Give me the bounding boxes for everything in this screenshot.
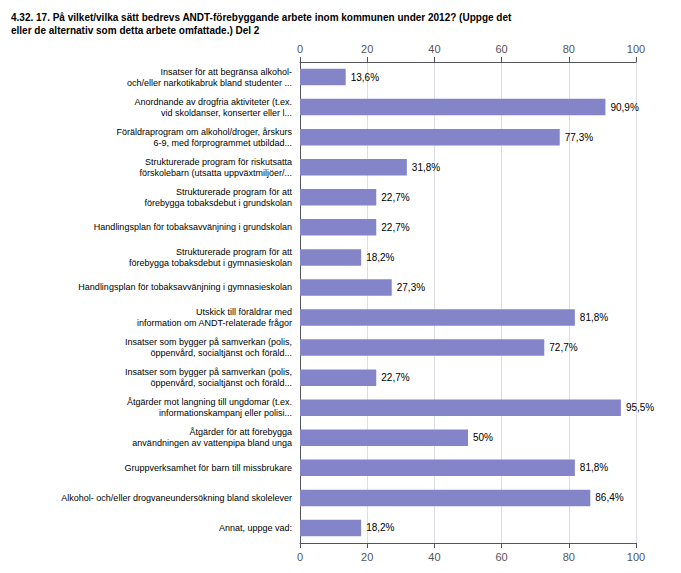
svg-text:95,5%: 95,5% bbox=[626, 402, 654, 413]
svg-text:Insatser som bygger på samverk: Insatser som bygger på samverkan (polis, bbox=[125, 337, 292, 347]
svg-text:60: 60 bbox=[495, 551, 507, 563]
svg-text:Strukturerade program för att: Strukturerade program för att bbox=[176, 247, 293, 257]
svg-text:20: 20 bbox=[361, 43, 373, 55]
svg-text:77,3%: 77,3% bbox=[565, 132, 593, 143]
svg-text:22,7%: 22,7% bbox=[381, 222, 409, 233]
svg-text:0: 0 bbox=[297, 43, 303, 55]
svg-text:Handlingsplan för tobaksavvänj: Handlingsplan för tobaksavvänjning i gru… bbox=[94, 222, 292, 232]
svg-text:vid skoldanser, konserter elle: vid skoldanser, konserter eller l... bbox=[161, 108, 292, 118]
svg-text:72,7%: 72,7% bbox=[549, 342, 577, 353]
svg-text:4.32. 17. På vilket/vilka sätt: 4.32. 17. På vilket/vilka sätt bedrevs A… bbox=[11, 12, 512, 23]
svg-text:0: 0 bbox=[297, 551, 303, 563]
svg-text:Annat, uppge vad:: Annat, uppge vad: bbox=[219, 523, 292, 533]
svg-text:förebygga tobaksdebut i gymnas: förebygga tobaksdebut i gymnasieskolan bbox=[129, 258, 292, 268]
svg-text:information om ANDT-relaterade: information om ANDT-relaterade frågor bbox=[137, 318, 292, 328]
svg-text:öppenvård, socialtjänst och fö: öppenvård, socialtjänst och föräld... bbox=[150, 348, 292, 358]
svg-text:och/eller narkotikabruk bland: och/eller narkotikabruk bland studenter … bbox=[127, 78, 292, 88]
svg-text:6-9, med förprogrammet utbilda: 6-9, med förprogrammet utbildad... bbox=[153, 138, 292, 148]
svg-text:81,8%: 81,8% bbox=[580, 312, 608, 323]
svg-text:80: 80 bbox=[563, 43, 575, 55]
svg-text:Handlingsplan för tobaksavvänj: Handlingsplan för tobaksavvänjning i gym… bbox=[78, 282, 292, 292]
svg-text:40: 40 bbox=[428, 43, 440, 55]
svg-text:användningen av vattenpipa bla: användningen av vattenpipa bland unga bbox=[132, 438, 292, 448]
svg-text:80: 80 bbox=[563, 551, 575, 563]
svg-text:förskolebarn (utsatta uppväxtm: förskolebarn (utsatta uppväxtmiljöer/... bbox=[139, 168, 292, 178]
svg-text:90,9%: 90,9% bbox=[610, 102, 638, 113]
svg-text:eller de alternativ som detta: eller de alternativ som detta arbete omf… bbox=[11, 25, 260, 36]
svg-text:50%: 50% bbox=[473, 432, 493, 443]
svg-text:18,2%: 18,2% bbox=[366, 252, 394, 263]
svg-text:20: 20 bbox=[361, 551, 373, 563]
svg-text:förebygga tobaksdebut i grunds: förebygga tobaksdebut i grundskolan bbox=[144, 198, 292, 208]
svg-text:Anordnande av drogfria aktivit: Anordnande av drogfria aktiviteter (t.ex… bbox=[134, 97, 292, 107]
svg-text:Åtgärder mot langning till ung: Åtgärder mot langning till ungdomar (t.e… bbox=[127, 397, 292, 407]
svg-text:31,8%: 31,8% bbox=[412, 162, 440, 173]
svg-text:60: 60 bbox=[495, 43, 507, 55]
svg-text:22,7%: 22,7% bbox=[381, 192, 409, 203]
svg-text:40: 40 bbox=[428, 551, 440, 563]
svg-text:27,3%: 27,3% bbox=[397, 282, 425, 293]
svg-text:100: 100 bbox=[627, 43, 645, 55]
svg-text:22,7%: 22,7% bbox=[381, 372, 409, 383]
svg-text:Gruppverksamhet för barn till: Gruppverksamhet för barn till missbrukar… bbox=[124, 463, 292, 473]
svg-text:18,2%: 18,2% bbox=[366, 522, 394, 533]
svg-text:Alkohol- och/eller drogvaneund: Alkohol- och/eller drogvaneundersökning … bbox=[61, 493, 292, 503]
svg-text:Insatser för att begränsa alko: Insatser för att begränsa alkohol- bbox=[160, 67, 292, 77]
svg-text:Strukturerade program för risk: Strukturerade program för riskutsatta bbox=[145, 157, 292, 167]
svg-text:Utskick till föräldrar med: Utskick till föräldrar med bbox=[196, 307, 292, 317]
svg-text:13,6%: 13,6% bbox=[351, 72, 379, 83]
svg-text:81,8%: 81,8% bbox=[580, 462, 608, 473]
svg-text:Åtgärder för att förebygga: Åtgärder för att förebygga bbox=[189, 427, 292, 437]
svg-text:informationskampanj eller poli: informationskampanj eller polisi... bbox=[159, 408, 292, 418]
svg-text:Insatser som bygger på samverk: Insatser som bygger på samverkan (polis, bbox=[125, 367, 292, 377]
svg-text:100: 100 bbox=[627, 551, 645, 563]
svg-text:Föräldraprogram om alkohol/dro: Föräldraprogram om alkohol/droger, årsku… bbox=[116, 127, 292, 137]
svg-text:öppenvård, socialtjänst och fö: öppenvård, socialtjänst och föräld... bbox=[150, 378, 292, 388]
svg-text:Strukturerade program för att: Strukturerade program för att bbox=[176, 187, 293, 197]
svg-text:86,4%: 86,4% bbox=[595, 492, 623, 503]
